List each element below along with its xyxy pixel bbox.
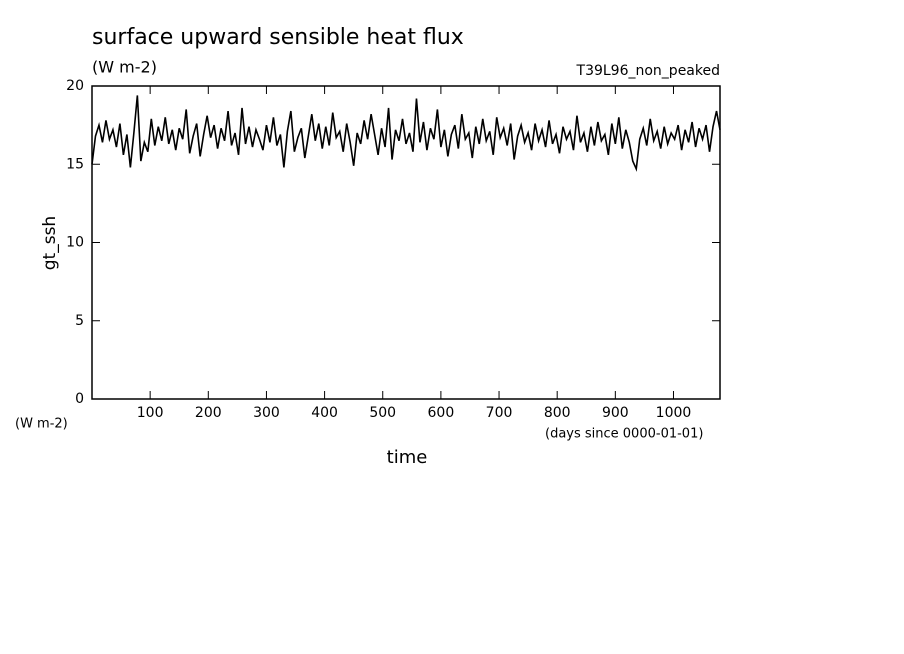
x-tick-label: 1000	[656, 405, 692, 421]
x-tick-label: 100	[137, 405, 164, 421]
y-units: (W m-2)	[15, 417, 68, 432]
data-line	[91, 95, 721, 172]
y-axis-label: gt_ssh	[40, 216, 60, 270]
x-tick-label: 400	[311, 405, 338, 421]
y-tick-label: 5	[75, 313, 84, 329]
x-tick-label: 800	[544, 405, 571, 421]
chart-subtitle: (W m-2)	[92, 58, 157, 77]
y-tick-label: 10	[66, 235, 84, 251]
x-tick-label: 500	[369, 405, 396, 421]
chart-title: surface upward sensible heat flux	[92, 25, 464, 50]
x-units: (days since 0000-01-01)	[545, 427, 703, 442]
y-tick-label: 0	[75, 391, 84, 407]
x-tick-label: 600	[428, 405, 455, 421]
x-tick-label: 900	[602, 405, 629, 421]
experiment-label: T39L96_non_peaked	[576, 63, 720, 79]
x-tick-label: 300	[253, 405, 280, 421]
y-tick-label: 20	[66, 78, 84, 94]
x-axis-label: time	[387, 447, 428, 468]
y-tick-label: 15	[66, 156, 84, 172]
x-tick-label: 700	[486, 405, 513, 421]
x-tick-label: 200	[195, 405, 222, 421]
